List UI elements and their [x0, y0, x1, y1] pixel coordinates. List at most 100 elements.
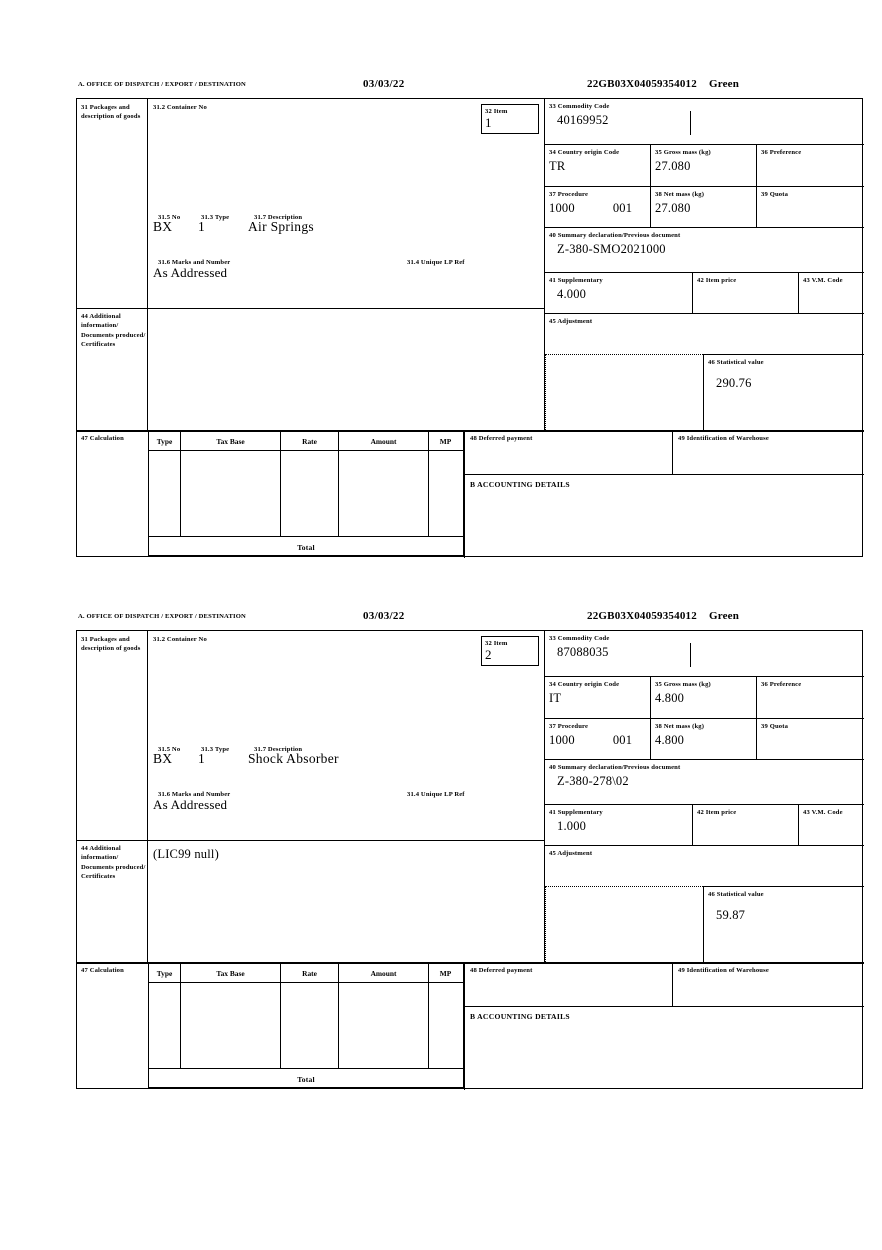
office-of-dispatch-label: A. OFFICE OF DISPATCH / EXPORT / DESTINA… [78, 613, 246, 620]
cell-rate [281, 983, 339, 1068]
procedure-value-1: 1000 [549, 733, 575, 748]
divider-above-44 [77, 308, 544, 310]
procedure-values: 1000 001 [545, 731, 650, 748]
mrn-reference: 22GB03X04059354012 Green [587, 610, 739, 622]
adjustment-value [545, 326, 864, 328]
deferred-payment-cell: 48 Deferred payment [465, 963, 673, 1007]
column-header-mp: MP [439, 969, 452, 978]
adjustment-label: 45 Adjustment [549, 318, 593, 325]
net-mass-label: 38 Net mass (kg) [655, 723, 705, 730]
quota-label: 39 Quota [761, 723, 789, 730]
package-no-label: 31.5 No [158, 214, 181, 221]
package-description-label: 31.7 Description [254, 214, 303, 221]
marks-value: As Addressed [153, 265, 228, 280]
net-mass-cell: 38 Net mass (kg) 4.800 [651, 719, 757, 760]
net-mass-value: 27.080 [655, 201, 691, 216]
container-section: 31.2 Container No 31.5 No 31.3 Type 31.7… [148, 99, 544, 308]
declaration-form-item-1: A. OFFICE OF DISPATCH / EXPORT / DESTINA… [76, 78, 864, 558]
accounting-details-cell: B ACCOUNTING DETAILS [465, 1007, 864, 1090]
packages-label: 31 Packages and description of goods [81, 636, 141, 653]
statistical-value-label: 46 Statistical value [708, 891, 764, 898]
statistical-value-value: 290.76 [716, 376, 752, 391]
calculation-label: 47 Calculation [81, 435, 124, 442]
additional-info-label-block: 44 Additional information/ Documents pro… [77, 840, 147, 962]
column-header-type: Type [149, 964, 181, 982]
item-price-cell: 42 Item price [693, 805, 799, 846]
warehouse-label: 49 Identification of Warehouse [678, 967, 769, 974]
vm-code-cell: 43 V.M. Code [799, 805, 864, 846]
net-mass-label: 38 Net mass (kg) [655, 191, 705, 198]
package-detail-row: 31.5 No 31.3 Type 31.7 Description BX 1 … [153, 741, 543, 771]
unique-lp-ref-label: 31.4 Unique LP Ref [407, 791, 465, 798]
deferred-payment-label: 48 Deferred payment [470, 967, 533, 974]
cell-mp [429, 451, 462, 536]
packages-label-block: 31 Packages and description of goods [77, 99, 147, 430]
supplementary-label: 41 Supplementary [549, 809, 603, 816]
container-section: 31.2 Container No 31.5 No 31.3 Type 31.7… [148, 631, 544, 840]
summary-declaration-cell: 40 Summary declaration/Previous document… [545, 228, 864, 273]
supplementary-cell: 41 Supplementary 1.000 [545, 805, 693, 846]
accounting-details-cell: B ACCOUNTING DETAILS [465, 475, 864, 558]
commodity-code-value: 40169952 [557, 113, 609, 128]
route-colour: Green [708, 78, 740, 90]
package-no-label: 31.5 No [158, 746, 181, 753]
marks-label: 31.6 Marks and Number [158, 791, 231, 798]
country-origin-cell: 34 Country origin Code IT [545, 677, 651, 719]
procedure-label: 37 Procedure [549, 191, 589, 198]
country-origin-value: TR [549, 159, 566, 174]
divider-vertical-48 [464, 963, 466, 1090]
declaration-date: 03/03/22 [363, 610, 405, 622]
adjustment-cell: 45 Adjustment [545, 846, 864, 886]
item-price-value [693, 285, 798, 287]
right-fields-column: 33 Commodity Code 40169952 34 Country or… [544, 99, 864, 430]
warehouse-cell: 49 Identification of Warehouse [673, 963, 864, 1007]
calculation-table: Type Tax Base Rate Amount MP Total [148, 963, 464, 1090]
additional-info-label: 44 Additional information/ Documents pro… [81, 845, 146, 881]
gross-mass-cell: 35 Gross mass (kg) 27.080 [651, 145, 757, 187]
item-price-value [693, 817, 798, 819]
divider-above-47 [77, 962, 864, 964]
divider-vertical-48 [464, 431, 466, 558]
vm-code-cell: 43 V.M. Code [799, 273, 864, 314]
accounting-details-label: B ACCOUNTING DETAILS [470, 1012, 570, 1021]
vm-code-value [799, 285, 864, 287]
calculation-total-row: Total [148, 1069, 464, 1088]
item-number-box: 32 Item 1 [481, 104, 539, 134]
preference-value [757, 157, 864, 159]
gross-mass-label: 35 Gross mass (kg) [655, 149, 711, 156]
cell-tax-base [181, 983, 281, 1068]
warehouse-label: 49 Identification of Warehouse [678, 435, 769, 442]
supplementary-value: 1.000 [557, 819, 587, 834]
item-label: 32 Item [485, 640, 508, 647]
cell-tax-base [181, 451, 281, 536]
additional-info-value: (LIC99 null) [153, 847, 219, 861]
vm-code-label: 43 V.M. Code [803, 277, 843, 284]
package-type-label: 31.3 Type [201, 746, 230, 753]
quota-cell: 39 Quota [757, 719, 864, 760]
quota-label: 39 Quota [761, 191, 789, 198]
form-body: 31 Packages and description of goods 31.… [76, 98, 864, 558]
gross-mass-label: 35 Gross mass (kg) [655, 681, 711, 688]
column-header-tax-base: Tax Base [181, 432, 281, 450]
mrn-reference: 22GB03X04059354012 Green [587, 78, 739, 90]
calculation-body-row [148, 983, 464, 1069]
cell-amount [339, 451, 429, 536]
warehouse-cell: 49 Identification of Warehouse [673, 431, 864, 475]
accounting-details-label: B ACCOUNTING DETAILS [470, 480, 570, 489]
procedure-value-2: 001 [612, 201, 633, 216]
calculation-label-block: 47 Calculation [77, 962, 147, 1090]
item-price-label: 42 Item price [697, 809, 737, 816]
column-header-amount: Amount [339, 964, 429, 982]
calculation-header-row: Type Tax Base Rate Amount MP [148, 431, 464, 451]
deferred-payment-label: 48 Deferred payment [470, 435, 533, 442]
total-label: Total [297, 1075, 315, 1084]
marks-value: As Addressed [153, 797, 228, 812]
preference-cell: 36 Preference [757, 145, 864, 187]
adjustment-label: 45 Adjustment [549, 850, 593, 857]
commodity-code-label: 33 Commodity Code [549, 103, 610, 110]
additional-info-value [148, 309, 544, 315]
preference-cell: 36 Preference [757, 677, 864, 719]
calculation-body-row [148, 451, 464, 537]
gross-mass-value: 4.800 [655, 691, 685, 706]
